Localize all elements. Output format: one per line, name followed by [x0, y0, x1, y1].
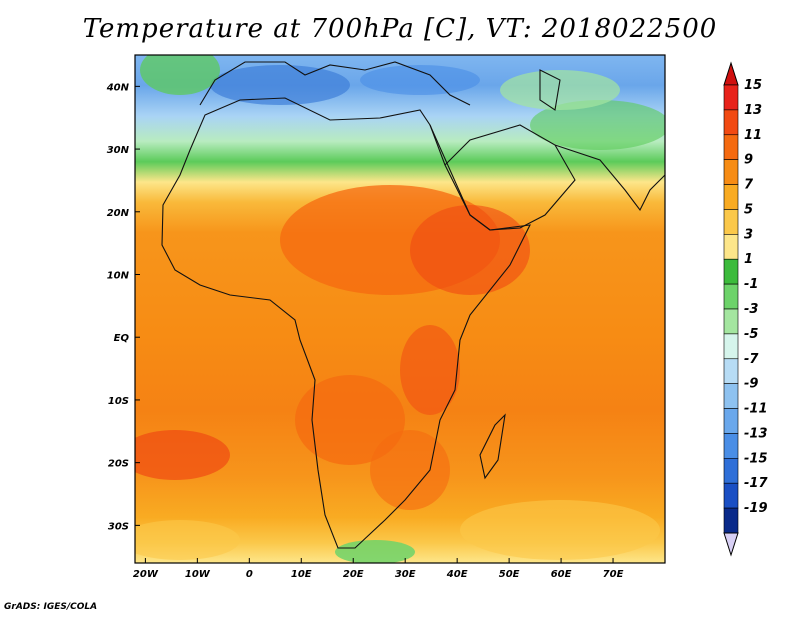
colorbar-swatch	[723, 283, 739, 310]
colorbar-swatch	[723, 84, 739, 111]
colorbar-swatch	[723, 209, 739, 235]
colorbar-top-arrow	[723, 61, 739, 86]
colorbar-swatch	[723, 482, 739, 509]
colorbar-label: 5	[744, 202, 753, 217]
madagascar-outline	[479, 413, 506, 480]
lat-tick-label: EQ	[114, 333, 130, 344]
arabia-outline	[444, 124, 576, 231]
colorbar-swatch	[723, 109, 739, 136]
lon-tick-label: 50E	[499, 569, 520, 580]
colorbar-label: -7	[744, 352, 759, 367]
colorbar-label: 11	[744, 128, 762, 143]
lat-tick-label: 20S	[108, 459, 129, 470]
colorbar-label: 15	[744, 78, 762, 93]
coastlines	[161, 61, 665, 549]
lat-tick-label: 20N	[107, 208, 130, 219]
colorbar-label: -9	[744, 377, 758, 392]
lat-tick-label: 10N	[107, 271, 130, 282]
lat-tick-label: 40N	[106, 82, 130, 93]
colorbar-label: -17	[744, 476, 768, 491]
lon-tick-label: 20E	[343, 569, 364, 580]
lon-tick-label: 10W	[185, 569, 211, 580]
colorbar-swatch	[723, 408, 739, 434]
lat-tick-label: 30N	[107, 145, 130, 156]
colorbar-swatch	[723, 383, 739, 409]
map-frame	[134, 54, 666, 564]
colorbar-label: 3	[744, 227, 753, 242]
colorbar-label: -15	[744, 451, 768, 466]
africa-outline	[161, 97, 531, 549]
lon-tick-label: 30E	[395, 569, 416, 580]
colorbar-label: 7	[744, 178, 754, 193]
map-title: Temperature at 700hPa [C], VT: 201802250…	[82, 14, 718, 44]
colorbar-swatch	[723, 333, 739, 360]
colorbar-label: 9	[744, 153, 753, 168]
lat-tick-label: 10S	[108, 396, 129, 407]
lon-tick-label: 10E	[291, 569, 312, 580]
colorbar-swatch	[723, 184, 739, 210]
colorbar: 15 13 11 9 7 5 3 1 -1 -3 -5 -7 -9 -11 -13 -15 -17 -19	[723, 61, 768, 557]
grads-credit: GrADS: IGES/COLA	[4, 602, 98, 612]
lon-tick-label: 70E	[603, 569, 624, 580]
colorbar-bottom-arrow	[723, 532, 739, 557]
caspian-outline	[539, 69, 561, 111]
colorbar-swatch	[723, 159, 739, 185]
colorbar-label: -1	[744, 277, 758, 292]
colorbar-label: -13	[744, 426, 768, 441]
colorbar-swatch	[723, 458, 739, 484]
lon-tick-label: 0	[246, 569, 253, 580]
europe-coast	[199, 61, 471, 106]
lon-tick-label: 40E	[446, 569, 468, 580]
lat-tick-label: 30S	[108, 521, 129, 532]
temperature-field	[135, 55, 665, 563]
colorbar-swatch	[723, 134, 739, 160]
latitude-axis: 40N 30N 20N 10N EQ 10S 20S 30S	[106, 82, 140, 532]
colorbar-label: -5	[744, 327, 758, 342]
colorbar-swatch	[723, 234, 739, 260]
red-sea	[429, 124, 471, 216]
colorbar-swatch	[723, 308, 739, 335]
lon-tick-label: 60E	[551, 569, 572, 580]
colorbar-label: 1	[744, 252, 753, 267]
colorbar-label: -19	[744, 501, 768, 516]
colorbar-swatch	[723, 433, 739, 459]
longitude-axis: 20W 10W 0 10E 20E 30E 40E 50E 60E 70E	[133, 558, 624, 580]
colorbar-swatch	[723, 258, 739, 285]
colorbar-label: 13	[744, 103, 762, 118]
asia-coast	[554, 144, 665, 212]
colorbar-label: -3	[744, 302, 758, 317]
colorbar-label: -11	[744, 402, 768, 417]
colorbar-swatch	[723, 358, 739, 384]
lon-tick-label: 20W	[133, 569, 159, 580]
colorbar-swatch	[723, 507, 739, 534]
